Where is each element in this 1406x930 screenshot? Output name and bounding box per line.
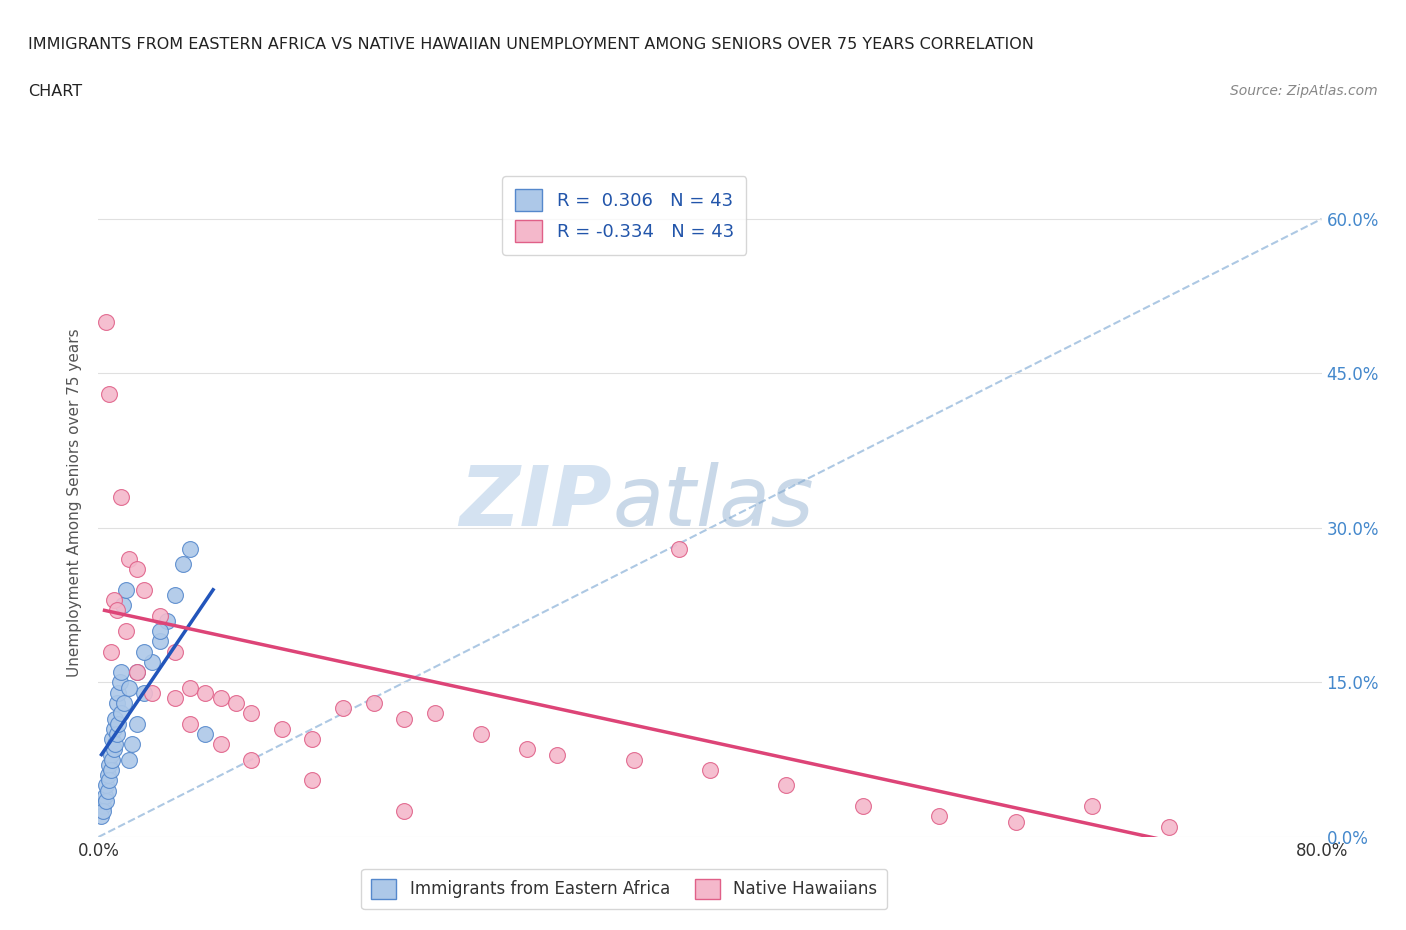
Point xyxy=(94,314,117,329)
Point xyxy=(100,747,122,762)
Point xyxy=(1157,819,1180,834)
Point xyxy=(94,778,117,793)
Point xyxy=(852,799,875,814)
Point xyxy=(240,752,263,767)
Point xyxy=(134,685,156,700)
Point xyxy=(134,644,156,659)
Point xyxy=(1004,814,1026,829)
Point xyxy=(91,804,114,818)
Point xyxy=(118,680,141,695)
Point xyxy=(392,711,416,726)
Point xyxy=(93,789,115,804)
Point xyxy=(104,711,127,726)
Point xyxy=(125,562,148,577)
Point xyxy=(103,592,125,607)
Point xyxy=(623,752,645,767)
Point xyxy=(118,752,141,767)
Point xyxy=(125,716,148,731)
Point xyxy=(98,387,121,402)
Point xyxy=(699,763,721,777)
Point xyxy=(163,690,186,705)
Point xyxy=(141,655,163,670)
Point xyxy=(363,696,385,711)
Point xyxy=(105,726,128,741)
Point xyxy=(108,675,131,690)
Point xyxy=(301,732,323,747)
Point xyxy=(110,706,132,721)
Text: CHART: CHART xyxy=(28,84,82,99)
Point xyxy=(156,613,179,628)
Point xyxy=(209,737,232,751)
Point xyxy=(546,747,568,762)
Point xyxy=(332,701,354,716)
Point xyxy=(103,742,125,757)
Point xyxy=(149,608,172,623)
Point xyxy=(107,685,129,700)
Point xyxy=(115,582,138,597)
Point xyxy=(97,783,120,798)
Point xyxy=(775,778,797,793)
Point xyxy=(179,716,201,731)
Point xyxy=(928,809,950,824)
Point xyxy=(110,489,132,504)
Point xyxy=(225,696,247,711)
Point xyxy=(194,726,217,741)
Point xyxy=(105,603,128,618)
Point xyxy=(98,773,121,788)
Text: atlas: atlas xyxy=(612,461,814,543)
Point xyxy=(100,763,122,777)
Text: ZIP: ZIP xyxy=(460,461,612,543)
Point xyxy=(240,706,263,721)
Point xyxy=(149,634,172,649)
Point xyxy=(100,644,122,659)
Point xyxy=(423,706,446,721)
Point xyxy=(209,690,232,705)
Point xyxy=(172,556,194,571)
Point xyxy=(105,696,128,711)
Point xyxy=(90,809,112,824)
Point xyxy=(121,737,143,751)
Legend: Immigrants from Eastern Africa, Native Hawaiians: Immigrants from Eastern Africa, Native H… xyxy=(361,869,887,909)
Point xyxy=(98,757,121,772)
Point xyxy=(103,722,125,737)
Point xyxy=(149,623,172,638)
Point xyxy=(107,716,129,731)
Text: IMMIGRANTS FROM EASTERN AFRICA VS NATIVE HAWAIIAN UNEMPLOYMENT AMONG SENIORS OVE: IMMIGRANTS FROM EASTERN AFRICA VS NATIVE… xyxy=(28,37,1033,52)
Point xyxy=(134,582,156,597)
Point xyxy=(104,737,127,751)
Point xyxy=(115,623,138,638)
Point xyxy=(97,768,120,783)
Point xyxy=(163,644,186,659)
Point xyxy=(179,541,201,556)
Point xyxy=(118,551,141,566)
Point xyxy=(125,665,148,680)
Y-axis label: Unemployment Among Seniors over 75 years: Unemployment Among Seniors over 75 years xyxy=(67,328,83,676)
Point xyxy=(110,665,132,680)
Point xyxy=(101,752,124,767)
Text: Source: ZipAtlas.com: Source: ZipAtlas.com xyxy=(1230,84,1378,98)
Point xyxy=(112,696,135,711)
Point xyxy=(392,804,416,818)
Point xyxy=(516,742,538,757)
Point xyxy=(91,799,114,814)
Point xyxy=(141,685,163,700)
Point xyxy=(270,722,294,737)
Point xyxy=(668,541,690,556)
Point xyxy=(94,793,117,808)
Point xyxy=(111,598,134,613)
Point xyxy=(301,773,323,788)
Point xyxy=(194,685,217,700)
Point xyxy=(163,588,186,603)
Point xyxy=(1081,799,1104,814)
Point xyxy=(125,665,148,680)
Point xyxy=(179,680,201,695)
Point xyxy=(470,726,492,741)
Point xyxy=(101,732,124,747)
